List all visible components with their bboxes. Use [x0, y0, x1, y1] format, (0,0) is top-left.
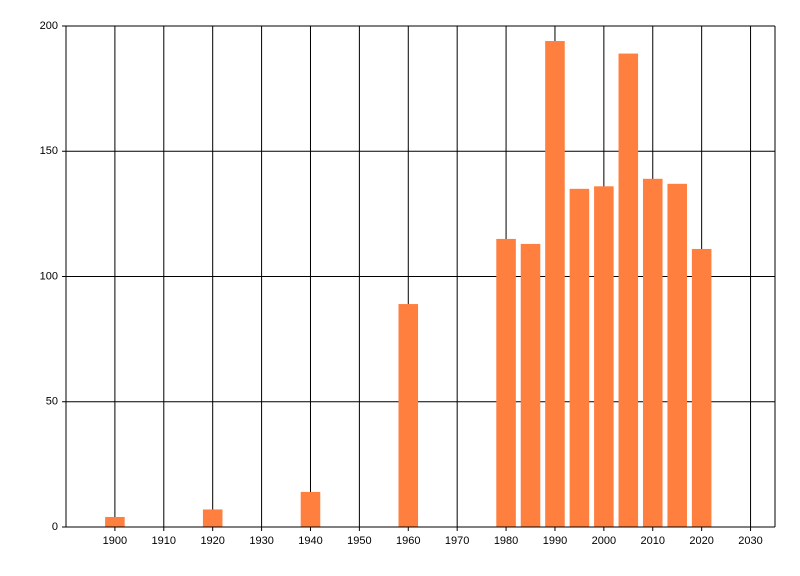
bar	[398, 304, 419, 527]
bar	[594, 186, 614, 527]
bar	[618, 53, 639, 528]
bar	[496, 238, 516, 528]
x-tick-label: 2020	[689, 535, 713, 547]
x-tick-label: 1910	[152, 535, 176, 547]
bar	[545, 41, 565, 527]
x-tick-label: 2010	[641, 535, 665, 547]
bar	[202, 509, 223, 527]
x-tick-label: 1990	[543, 535, 567, 547]
bar	[642, 178, 663, 527]
bar	[300, 491, 321, 527]
bar	[569, 188, 590, 527]
y-tick-label: 50	[46, 396, 58, 408]
bar	[105, 516, 125, 527]
x-tick-label: 2000	[592, 535, 616, 547]
bar	[667, 183, 687, 527]
y-tick-label: 100	[40, 270, 58, 282]
x-tick-label: 1980	[494, 535, 518, 547]
bar	[520, 243, 541, 527]
x-tick-label: 1940	[298, 535, 322, 547]
bar	[691, 248, 712, 527]
x-tick-label: 1960	[396, 535, 420, 547]
x-tick-label: 1930	[249, 535, 273, 547]
y-tick-label: 150	[40, 145, 58, 157]
x-tick-label: 2030	[738, 535, 762, 547]
x-tick-label: 1920	[200, 535, 224, 547]
y-tick-label: 200	[40, 20, 58, 32]
x-tick-label: 1900	[103, 535, 127, 547]
y-tick-label: 0	[52, 521, 58, 533]
x-tick-label: 1950	[347, 535, 371, 547]
x-tick-label: 1970	[445, 535, 469, 547]
